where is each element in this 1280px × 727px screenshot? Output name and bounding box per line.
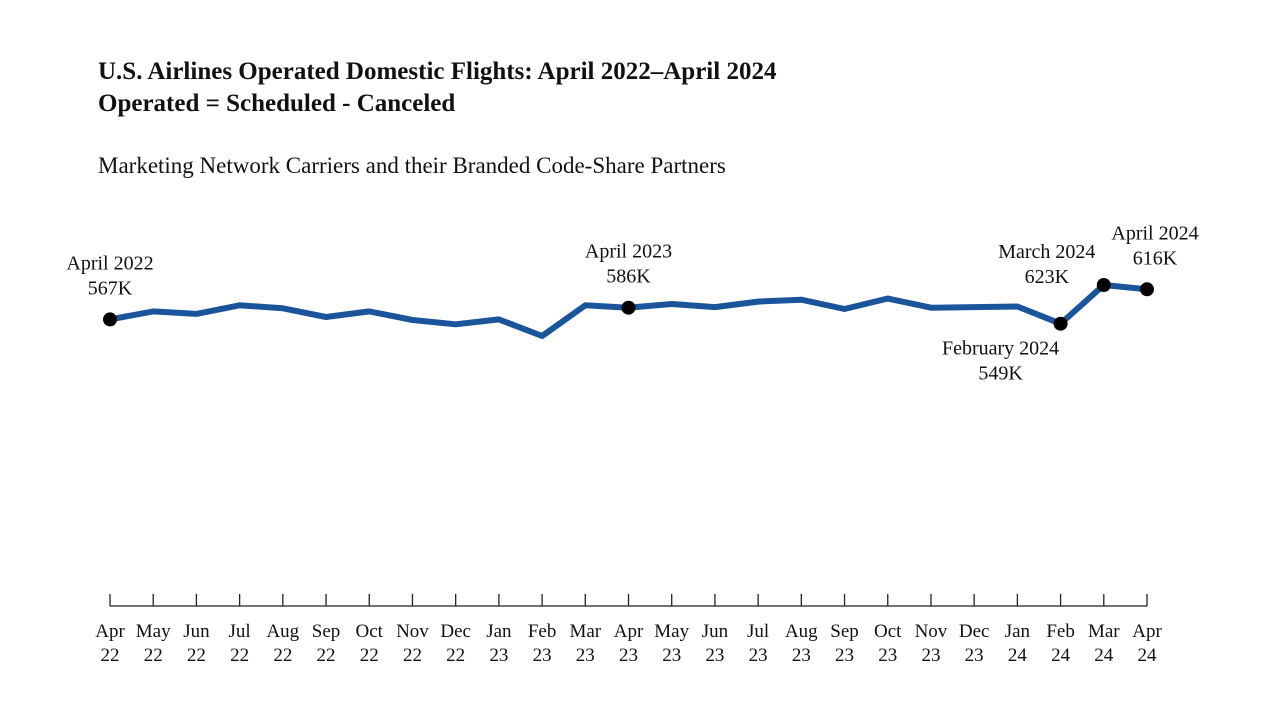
x-tick-label-month: Apr — [1132, 621, 1162, 642]
x-tick-label-month: Mar — [569, 621, 601, 642]
data-point-marker — [1096, 278, 1111, 292]
data-point-marker — [1053, 316, 1068, 331]
x-tick-label-month: Dec — [440, 621, 471, 642]
x-tick-label-month: Aug — [266, 621, 299, 642]
x-tick-label-month: Jan — [1005, 621, 1031, 642]
x-tick-label-year: 22 — [101, 645, 120, 666]
x-tick-label-month: Oct — [874, 621, 902, 642]
x-tick-label-month: Oct — [356, 621, 384, 642]
x-tick-label-year: 24 — [1008, 645, 1028, 666]
x-tick-label-year: 23 — [878, 645, 897, 666]
x-tick-label-month: Sep — [830, 621, 859, 642]
x-tick-label-month: May — [136, 621, 171, 642]
chart-title-line-2: Operated = Scheduled - Canceled — [98, 90, 456, 117]
x-tick-label-year: 22 — [317, 645, 336, 666]
x-tick-label-month: Feb — [528, 621, 557, 642]
x-tick-label-year: 22 — [403, 645, 422, 666]
data-point-marker — [621, 300, 636, 315]
annotation-label: February 2024 — [942, 338, 1059, 360]
chart-title-line-1: U.S. Airlines Operated Domestic Flights:… — [98, 58, 777, 85]
x-tick-label-year: 24 — [1051, 645, 1071, 666]
data-point-marker — [103, 312, 117, 327]
annotation-label: March 2024 — [998, 241, 1095, 263]
x-axis: Apr 22 May 22 Jun 22 Jul 22 Aug 22 Sep 22 Oct 22 Nov 22… — [95, 594, 1162, 666]
x-tick-label-year: 23 — [576, 645, 595, 666]
x-tick-label-year: 23 — [921, 645, 940, 666]
x-tick-label-year: 23 — [489, 645, 508, 666]
chart-subtitle: Marketing Network Carriers and their Bra… — [98, 153, 726, 178]
x-tick-label-year: 22 — [446, 645, 465, 666]
x-tick-label-month: Nov — [396, 621, 429, 642]
annotation-labels-group: April 2022 567K April 2023 586K February 202… — [66, 222, 1198, 384]
x-tick-label-month: Mar — [1088, 621, 1120, 642]
x-tick-label-year: 22 — [144, 645, 163, 666]
x-tick-label-year: 22 — [273, 645, 292, 666]
x-tick-label-year: 23 — [619, 645, 638, 666]
x-tick-label-year: 23 — [792, 645, 811, 666]
chart-title: U.S. Airlines Operated Domestic Flights:… — [98, 56, 776, 120]
x-tick-label-year: 22 — [230, 645, 249, 666]
x-tick-label-month: Apr — [95, 621, 125, 642]
markers-group — [103, 278, 1154, 331]
x-tick-label-year: 22 — [360, 645, 379, 666]
x-tick-label-year: 23 — [965, 645, 984, 666]
x-tick-label-year: 22 — [187, 645, 206, 666]
x-tick-label-month: Apr — [614, 621, 644, 642]
x-tick-label-year: 23 — [705, 645, 724, 666]
x-tick-label-month: Sep — [312, 621, 341, 642]
annotation-value: 567K — [88, 277, 133, 299]
x-tick-label-year: 24 — [1138, 645, 1158, 666]
x-tick-label-year: 23 — [835, 645, 854, 666]
x-tick-label-month: Feb — [1046, 621, 1075, 642]
annotation-label: April 2022 — [66, 252, 153, 274]
x-tick-label-year: 23 — [662, 645, 681, 666]
x-tick-label-month: Jan — [486, 621, 512, 642]
x-tick-label-year: 24 — [1094, 645, 1114, 666]
x-tick-label-month: Jul — [747, 621, 769, 642]
annotation-label: April 2024 — [1111, 222, 1198, 244]
x-tick-label-month: May — [654, 621, 689, 642]
annotation-value: 616K — [1133, 247, 1178, 269]
x-tick-label-month: Jun — [702, 621, 729, 642]
x-tick-label-month: Jul — [229, 621, 251, 642]
x-tick-label-month: Dec — [959, 621, 990, 642]
annotation-label: April 2023 — [585, 241, 672, 263]
x-tick-label-month: Nov — [915, 621, 948, 642]
data-point-marker — [1140, 282, 1154, 297]
x-tick-label-year: 23 — [533, 645, 552, 666]
annotation-value: 623K — [1025, 266, 1070, 288]
x-tick-label-year: 23 — [749, 645, 768, 666]
annotation-value: 586K — [606, 266, 651, 288]
x-tick-label-month: Aug — [785, 621, 818, 642]
annotation-value: 549K — [978, 363, 1023, 385]
x-tick-label-month: Jun — [183, 621, 210, 642]
